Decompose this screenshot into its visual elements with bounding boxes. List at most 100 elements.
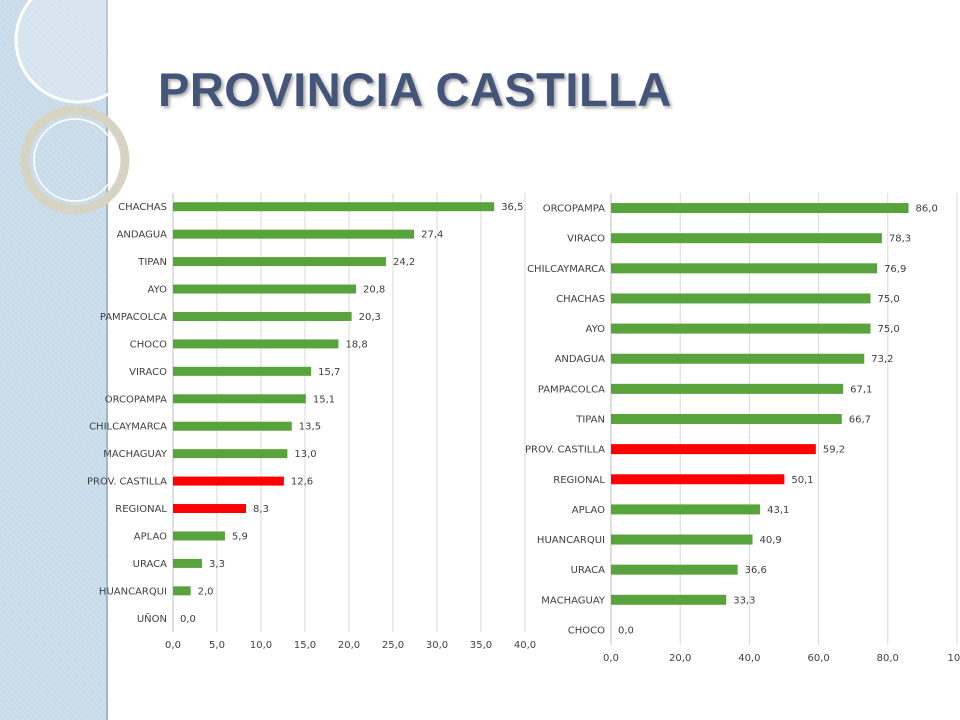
data-label: 0,0 xyxy=(180,614,196,625)
bar xyxy=(611,263,878,274)
category-label: CHILCAYMARCA xyxy=(89,422,167,433)
decorative-side-band xyxy=(0,0,108,720)
category-label: HUANCARQUI xyxy=(99,586,167,597)
data-label: 50,1 xyxy=(791,475,813,486)
x-tick-label: 30,0 xyxy=(426,640,448,651)
chart-left: 0,0 5,0 10,0 15,0 20,0 25,0 30,0 35,0 40,0 CHACHA… xyxy=(87,193,536,651)
bar xyxy=(173,202,495,212)
x-tick-label: 0,0 xyxy=(165,640,181,651)
data-label: 36,6 xyxy=(745,565,767,576)
x-tick-label: 15,0 xyxy=(294,640,316,651)
category-label: TIPAN xyxy=(137,257,167,268)
data-label: 2,0 xyxy=(198,586,214,597)
category-label: URACA xyxy=(571,565,606,576)
bar xyxy=(611,233,882,244)
x-tick-label: 35,0 xyxy=(470,640,492,651)
data-label: 20,8 xyxy=(363,285,385,296)
category-label: APLAO xyxy=(134,531,167,542)
deco-ring-middle xyxy=(20,105,130,215)
bar xyxy=(173,229,415,239)
x-tick-label: 60,0 xyxy=(807,653,829,664)
data-label: 24,2 xyxy=(393,257,415,268)
data-label: 20,3 xyxy=(359,312,381,323)
data-label: 76,9 xyxy=(884,264,906,275)
chart-right: 0,0 20,0 40,0 60,0 80,0 100 ORCOPAMPA 86,0 VIRAC… xyxy=(525,193,960,664)
bar xyxy=(611,353,865,364)
category-label: APLAO xyxy=(572,505,605,516)
deco-ring-top xyxy=(14,0,130,104)
x-tick-label: 80,0 xyxy=(877,653,899,664)
category-label: URACA xyxy=(133,559,168,570)
x-tick-label: 5,0 xyxy=(209,640,225,651)
category-label: AYO xyxy=(148,285,168,296)
category-label: ANDAGUA xyxy=(555,354,606,365)
bar xyxy=(173,531,225,541)
category-label: VIRACO xyxy=(567,234,605,245)
data-label: 18,8 xyxy=(345,339,367,350)
data-label: 15,7 xyxy=(318,367,340,378)
x-tick-label: 100 xyxy=(947,653,960,664)
bar xyxy=(611,293,871,304)
data-label: 40,9 xyxy=(760,535,782,546)
x-tick-label: 25,0 xyxy=(382,640,404,651)
category-label: UÑON xyxy=(137,612,167,625)
data-label: 43,1 xyxy=(767,505,789,516)
category-label: ORCOPAMPA xyxy=(105,394,167,405)
data-label: 5,9 xyxy=(232,531,248,542)
bar xyxy=(173,284,357,294)
bar xyxy=(611,534,753,545)
category-label: REGIONAL xyxy=(115,504,167,515)
bar xyxy=(611,383,844,394)
bar xyxy=(173,558,203,568)
data-label: 59,2 xyxy=(823,445,845,456)
category-label: CHOCO xyxy=(568,625,605,636)
category-label: CHOCO xyxy=(130,339,167,350)
category-label: VIRACO xyxy=(129,367,167,378)
x-tick-label: 20,0 xyxy=(338,640,360,651)
data-label: 86,0 xyxy=(916,204,938,215)
decorative-rings xyxy=(14,0,130,215)
data-label: 13,5 xyxy=(299,422,321,433)
bar xyxy=(173,504,247,514)
x-tick-label: 0,0 xyxy=(603,653,619,664)
data-label: 73,2 xyxy=(871,354,893,365)
bar xyxy=(173,586,191,596)
bar xyxy=(611,564,738,575)
category-label: HUANCARQUI xyxy=(537,535,605,546)
bar xyxy=(611,504,761,515)
category-label: MACHAGUAY xyxy=(541,595,606,606)
data-label: 12,6 xyxy=(291,477,313,488)
bar xyxy=(173,257,386,267)
x-tick-label: 10,0 xyxy=(250,640,272,651)
category-label: CHACHAS xyxy=(118,202,167,213)
data-label: 8,3 xyxy=(253,504,269,515)
bar xyxy=(173,339,339,349)
bar xyxy=(173,311,352,321)
category-label: TIPAN xyxy=(575,415,605,426)
category-label: PROV. CASTILLA xyxy=(525,445,605,456)
category-label: ANDAGUA xyxy=(117,230,168,241)
category-label: CHACHAS xyxy=(556,294,605,305)
category-label: PROV. CASTILLA xyxy=(87,477,167,488)
category-label: CHILCAYMARCA xyxy=(527,264,605,275)
category-label: MACHAGUAY xyxy=(103,449,168,460)
bar xyxy=(611,444,816,455)
data-label: 75,0 xyxy=(878,324,900,335)
data-label: 27,4 xyxy=(421,230,443,241)
category-label: AYO xyxy=(586,324,606,335)
page-title: PROVINCIA CASTILLA xyxy=(158,63,672,116)
bar xyxy=(173,394,306,404)
x-tick-label: 40,0 xyxy=(738,653,760,664)
data-label: 15,1 xyxy=(313,394,335,405)
category-label: PAMPACOLCA xyxy=(100,312,167,323)
bar xyxy=(173,366,312,376)
bar xyxy=(611,203,909,214)
data-label: 3,3 xyxy=(209,559,225,570)
data-label: 13,0 xyxy=(294,449,316,460)
data-label: 66,7 xyxy=(849,415,871,426)
data-label: 36,5 xyxy=(501,202,523,213)
data-label: 33,3 xyxy=(733,595,755,606)
data-label: 75,0 xyxy=(878,294,900,305)
category-label: PAMPACOLCA xyxy=(538,384,605,395)
category-label: ORCOPAMPA xyxy=(543,204,605,215)
